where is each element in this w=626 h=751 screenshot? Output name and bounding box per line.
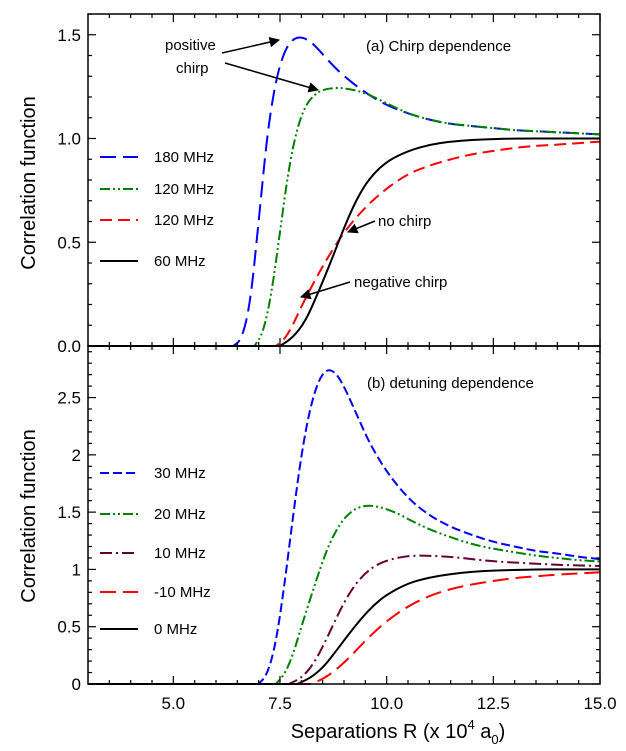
x-tick-label: 15.0: [583, 694, 616, 713]
panel-b-series: 30 MHz 20 MHz 10 MHz -10 MHz 0 MHz: [88, 369, 601, 685]
series-line-60-mhz: [88, 137, 600, 347]
panel-b-ticks: 5.0 7.5 10.0 12.5 15.0 0 0.5 1 1.5 2 2.5: [57, 346, 617, 713]
panel-chirp-dependence: 180 MHz 120 MHz 120 MHz 60 MHz 0.0 0.5 1.0 1.5…: [18, 13, 601, 356]
legend-label: 60 MHz: [154, 253, 206, 270]
y-tick-label: 2: [72, 446, 81, 465]
y-tick-label: 0.0: [57, 337, 81, 356]
y-tick-label: 2.5: [57, 389, 81, 408]
legend-label: 10 MHz: [154, 545, 206, 562]
panel-b-title: (b) detuning dependence: [367, 375, 534, 392]
panel-a-frame: [87, 13, 601, 347]
legend-label: 180 MHz: [154, 149, 214, 166]
x-tick-label: 5.0: [162, 694, 186, 713]
arrow-no-chirp: [347, 220, 376, 234]
x-tick-label: 12.5: [477, 694, 510, 713]
arrow-positive-chirp-green: [224, 62, 320, 93]
panel-a-series: 180 MHz 120 MHz 120 MHz 60 MHz: [88, 36, 601, 347]
x-axis-label: Separations R (x 104 a0): [291, 717, 506, 747]
legend-label: 120 MHz: [154, 181, 214, 198]
legend-label: -10 MHz: [154, 584, 211, 601]
y-tick-label: 1.5: [57, 503, 81, 522]
legend-label: 120 MHz: [154, 212, 214, 229]
panel-a-ticks: 0.0 0.5 1.0 1.5: [57, 13, 601, 356]
panel-a-title: (a) Chirp dependence: [366, 38, 511, 55]
y-tick-label: 1.5: [57, 26, 81, 45]
series-line-10-mhz: [88, 554, 601, 685]
panel-b-ylabel: Correlation function: [18, 429, 40, 602]
panel-a-ylabel: Correlation function: [18, 96, 40, 269]
annotation-no-chirp: no chirp: [378, 213, 431, 230]
y-tick-label: 0.5: [57, 233, 81, 252]
y-tick-label: 0.5: [57, 618, 81, 637]
y-tick-label: 1.0: [57, 130, 81, 149]
series-line-30-mhz: [88, 369, 601, 685]
legend-label: 20 MHz: [154, 506, 206, 523]
arrow-positive-chirp-blue: [221, 36, 281, 54]
panel-b-frame: [87, 345, 601, 685]
legend-label: 30 MHz: [154, 465, 206, 482]
series-line-0-mhz: [88, 568, 600, 685]
series-line--10-mhz: [88, 571, 601, 685]
x-tick-label: 7.5: [268, 694, 292, 713]
annotation-chirp: chirp: [176, 60, 209, 77]
y-tick-label: 0: [72, 675, 81, 694]
series-line-120-mhz: [88, 140, 601, 347]
annotation-positive: positive: [165, 37, 216, 54]
x-tick-label: 10.0: [370, 694, 403, 713]
annotation-negative-chirp: negative chirp: [354, 274, 447, 291]
y-tick-label: 1: [72, 560, 81, 579]
series-line-20-mhz: [88, 504, 601, 685]
arrow-negative-chirp: [299, 281, 351, 300]
legend-label: 0 MHz: [154, 621, 197, 638]
